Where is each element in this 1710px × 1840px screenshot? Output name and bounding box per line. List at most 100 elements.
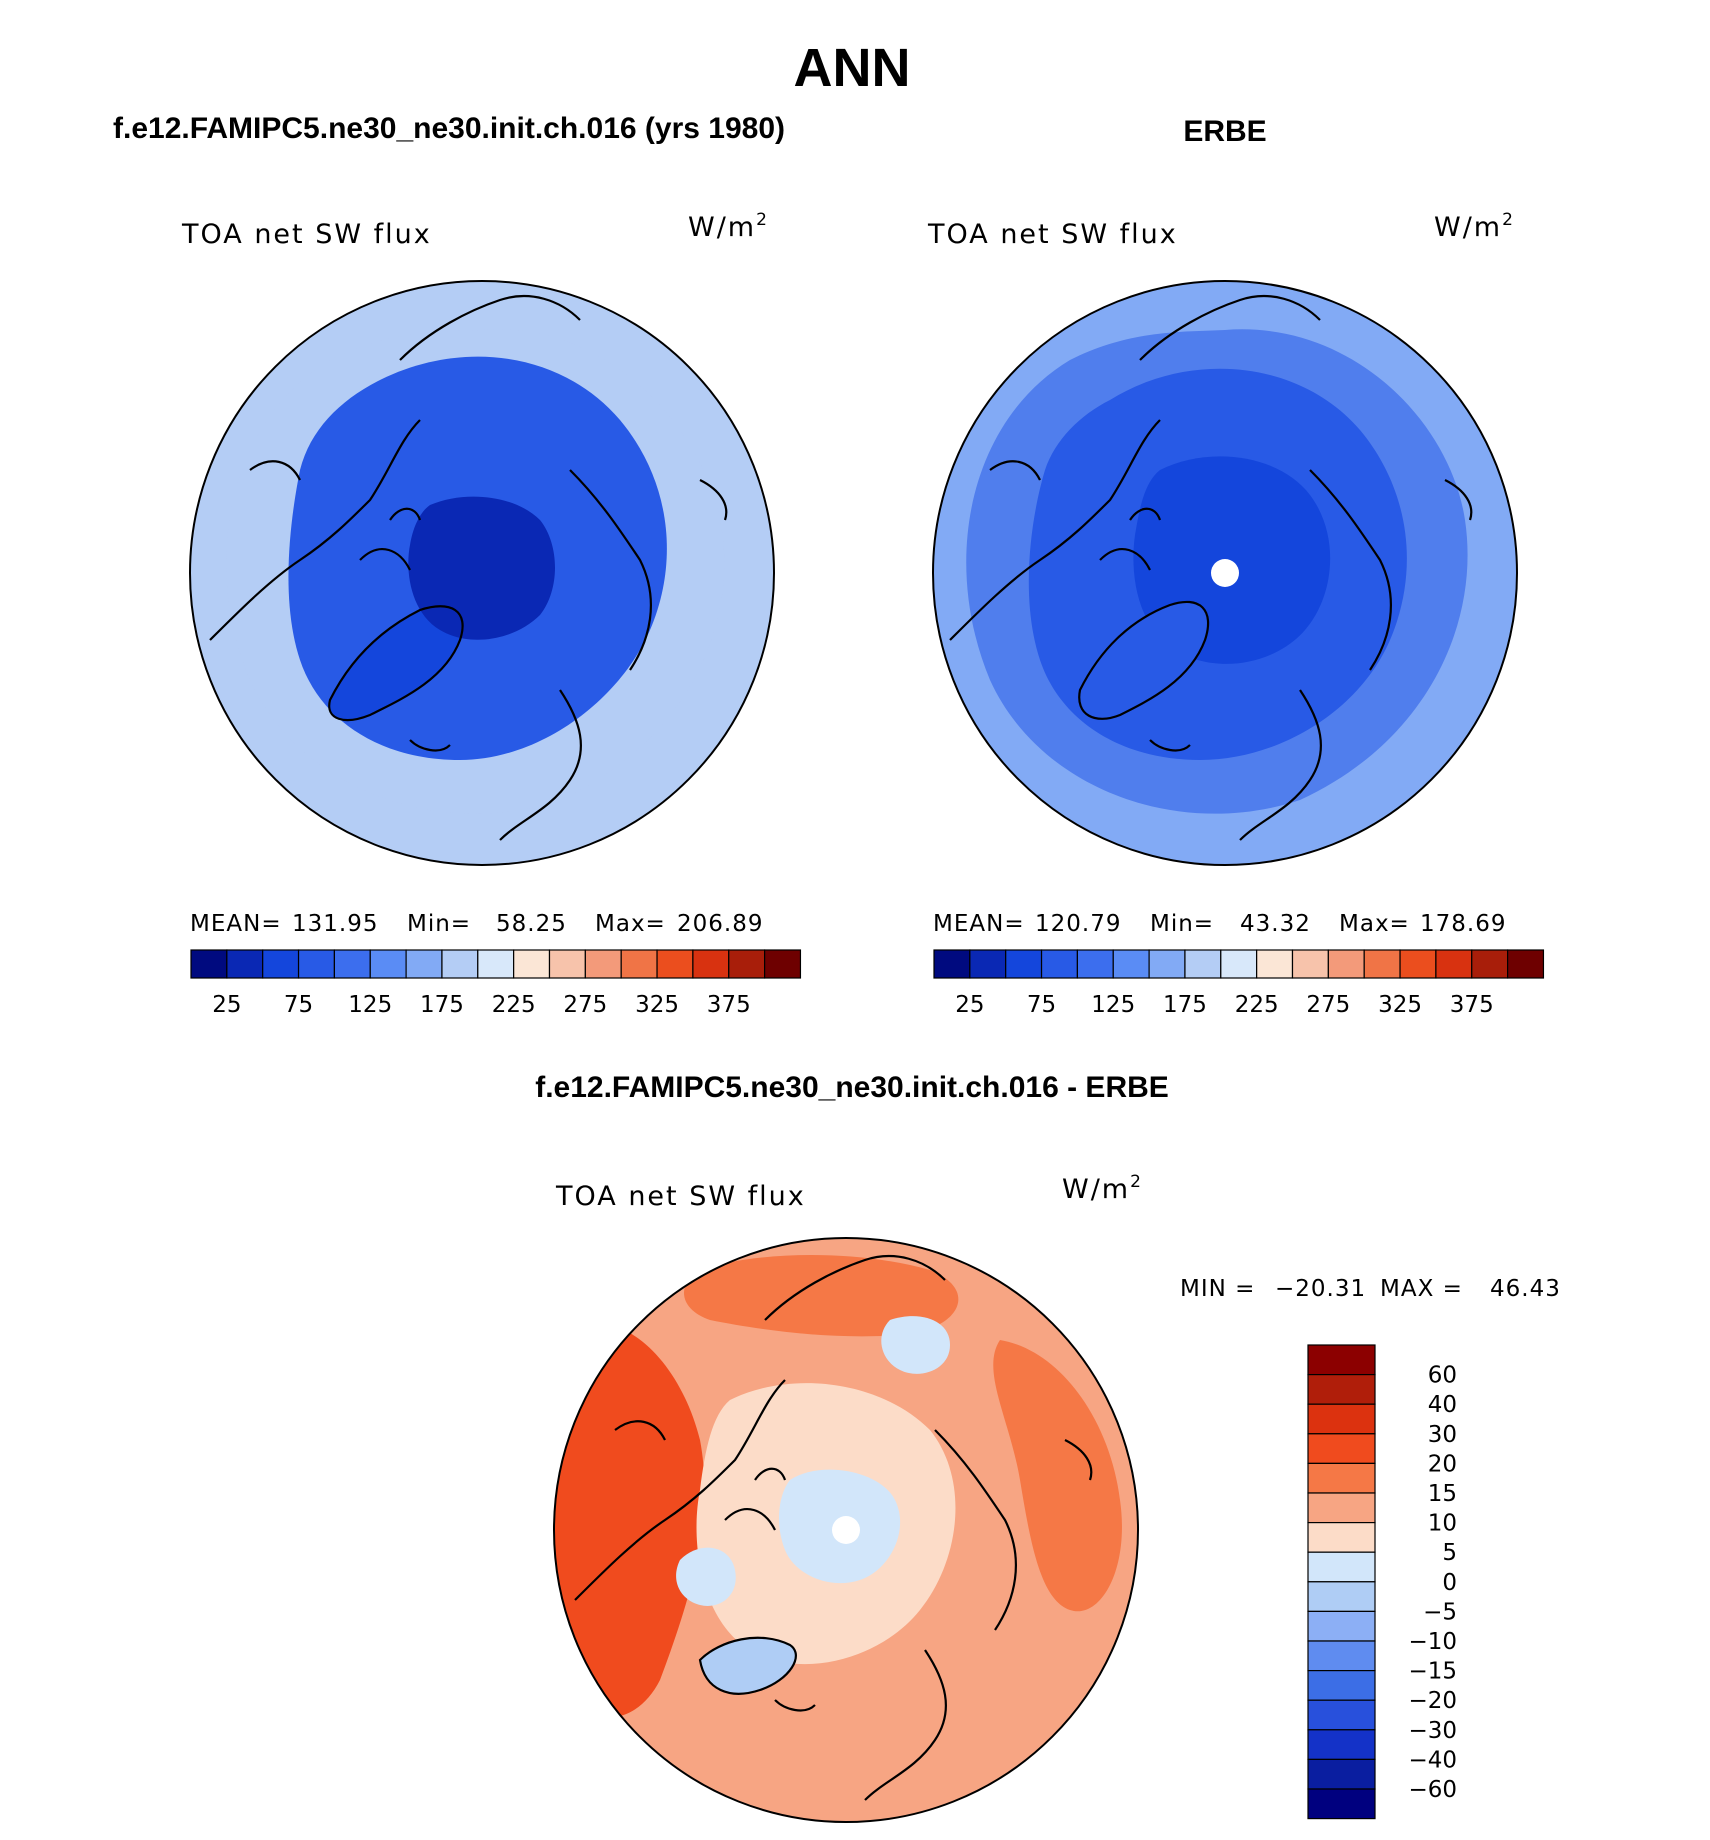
colorbar-tick-label: 0 (1442, 1570, 1457, 1596)
panel-obs-stats: MEAN= 120.79 Min= 43.32 Max= 178.69 (933, 911, 1505, 937)
panel-model-coastlines (209, 295, 728, 841)
colorbar-box (1307, 1788, 1376, 1820)
panel-model-map (190, 281, 774, 865)
colorbar-tick-label: −5 (1423, 1599, 1457, 1625)
panel-model-center-region (408, 496, 555, 640)
panel-model-mean-value: 131.95 (292, 911, 378, 937)
panel-diff-min-value: −20.31 (1275, 1276, 1366, 1302)
colorbar-box (548, 949, 586, 979)
colorbar-box (1307, 1669, 1376, 1701)
colorbar-tick-label: 175 (1163, 992, 1207, 1018)
panel-model-map-border (189, 280, 775, 866)
colorbar-box (584, 949, 622, 979)
panel-obs-map-border (932, 280, 1518, 866)
panel-model-max-label: Max= (595, 911, 666, 937)
colorbar-box (1307, 1433, 1376, 1465)
colorbar-tick-label: 40 (1428, 1392, 1457, 1418)
colorbar-box (297, 949, 335, 979)
panel-obs-greenland-region (1079, 601, 1209, 719)
panel-obs-title: TOA net SW flux (927, 219, 1178, 250)
panel-model-min-label: Min= (407, 911, 471, 937)
colorbar-box (513, 949, 551, 979)
colorbar-box (692, 949, 730, 979)
panel-diff: f.e12.FAMIPC5.ne30_ne30.init.ch.016 - ER… (535, 1071, 1561, 1823)
panel-obs-missing-pole (1211, 559, 1239, 587)
colorbar-tick-label: 375 (707, 992, 751, 1018)
panel-diff-units: W/m2 (1062, 1172, 1143, 1205)
panel-diff-header: f.e12.FAMIPC5.ne30_ne30.init.ch.016 - ER… (535, 1071, 1169, 1104)
panel-model-max-value: 206.89 (677, 911, 763, 937)
colorbar-tick-label: 325 (635, 992, 679, 1018)
panel-diff-max-value: 46.43 (1490, 1276, 1561, 1302)
colorbar-box (1112, 949, 1150, 979)
colorbar-box (1471, 949, 1509, 979)
colorbar-tick-label: 225 (1235, 992, 1279, 1018)
colorbar-box (1307, 1610, 1376, 1642)
colorbar-tick-label: 125 (1091, 992, 1135, 1018)
colorbar-tick-label: 275 (1306, 992, 1350, 1018)
colorbar-box (369, 949, 407, 979)
colorbar-tick-label: −30 (1408, 1718, 1457, 1744)
colorbar-tick-label: 225 (492, 992, 536, 1018)
colorbar-tick-label: 25 (955, 992, 984, 1018)
panel-model-mean-label: MEAN= (190, 911, 282, 937)
colorbar-box (1307, 1551, 1376, 1583)
panel-diff-canada-negative (676, 1547, 736, 1606)
panel-model-colorbar: 25 75 125 175 225 275 325 375 (190, 949, 802, 1018)
panel-diff-west-high (554, 1322, 705, 1718)
colorbar-box (1307, 1729, 1376, 1761)
colorbar-box (763, 949, 802, 979)
colorbar-box (1040, 949, 1079, 979)
colorbar-box (1220, 949, 1258, 979)
panel-diff-map (554, 1238, 1138, 1822)
colorbar-box (1506, 949, 1545, 979)
colorbar-box (656, 949, 694, 979)
colorbar-tick-label: 325 (1378, 992, 1422, 1018)
colorbar-box (1307, 1640, 1376, 1672)
colorbar-box (333, 949, 371, 979)
colorbar-box (1307, 1521, 1376, 1553)
colorbar-box (728, 949, 766, 979)
panel-model-greenland-region (329, 606, 463, 720)
panel-diff-coastlines (574, 1255, 1093, 1801)
panel-obs-mean-value: 120.79 (1035, 911, 1121, 937)
colorbar-tick-label: −60 (1408, 1777, 1457, 1803)
colorbar-box (969, 949, 1007, 979)
colorbar-box (620, 949, 658, 979)
colorbar-tick-label: 15 (1428, 1481, 1457, 1507)
panel-obs-map (933, 281, 1517, 865)
colorbar-tick-label: 375 (1450, 992, 1494, 1018)
colorbar-box (477, 949, 515, 979)
colorbar-box (1307, 1344, 1376, 1376)
panel-obs-mean-label: MEAN= (933, 911, 1025, 937)
panel-diff-east-high (993, 1340, 1122, 1612)
colorbar-box (1307, 1492, 1376, 1524)
panel-model-units: W/m2 (688, 210, 769, 243)
panel-diff-min-label: MIN = (1180, 1276, 1255, 1302)
colorbar-tick-label: 75 (1027, 992, 1056, 1018)
colorbar-tick-label: 275 (563, 992, 607, 1018)
colorbar-tick-label: 5 (1442, 1540, 1457, 1566)
colorbar-box (405, 949, 443, 979)
panel-diff-greenland-negative (700, 1637, 796, 1694)
colorbar-tick-label: 20 (1428, 1451, 1457, 1477)
colorbar-tick-label: −15 (1408, 1659, 1457, 1685)
panel-model-header: f.e12.FAMIPC5.ne30_ne30.init.ch.016 (yrs… (113, 112, 785, 145)
panel-diff-north-high (683, 1255, 959, 1337)
colorbar-box (1076, 949, 1114, 979)
colorbar-box (1399, 949, 1437, 979)
colorbar-tick-label: 175 (420, 992, 464, 1018)
panel-obs-min-label: Min= (1150, 911, 1214, 937)
panel-obs-units: W/m2 (1434, 210, 1515, 243)
colorbar-box (1307, 1373, 1376, 1405)
colorbar-box (1307, 1699, 1376, 1731)
panel-obs-colorbar: 25 75 125 175 225 275 325 375 (933, 949, 1545, 1018)
panel-diff-missing-pole (832, 1516, 860, 1544)
panel-diff-colorbar: 60 40 30 20 15 10 5 0 −5 −10 −15 −20 −30 −40 −60 (1307, 1344, 1457, 1820)
colorbar-box (1148, 949, 1186, 979)
panel-obs-max-label: Max= (1339, 911, 1410, 937)
colorbar-box (933, 949, 971, 979)
colorbar-tick-label: 75 (284, 992, 313, 1018)
colorbar-tick-label: 60 (1428, 1363, 1457, 1389)
